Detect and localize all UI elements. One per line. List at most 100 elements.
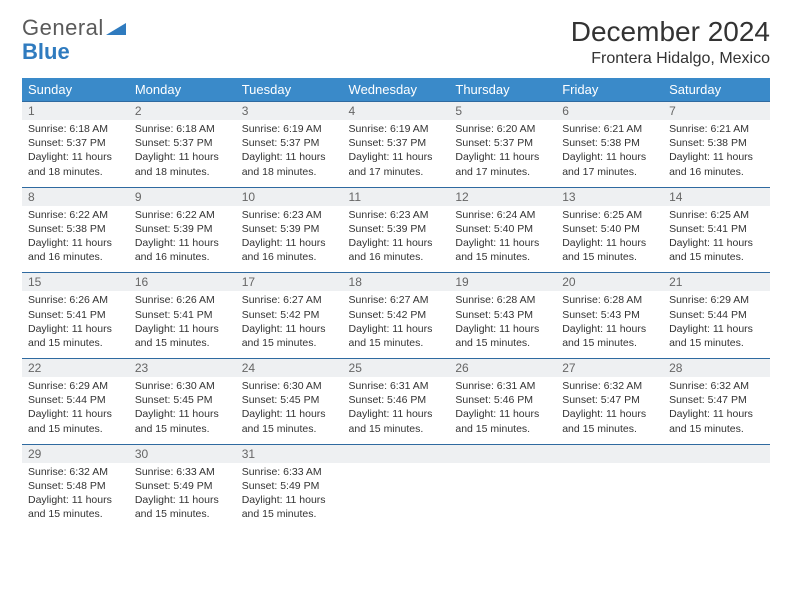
weekday-header: Friday [556,78,663,102]
day-number-cell: 10 [236,187,343,206]
sunrise-line: Sunrise: 6:24 AM [455,208,550,222]
sunset-line: Sunset: 5:40 PM [562,222,657,236]
day-number-cell: 5 [449,102,556,121]
daylight-line: Daylight: 11 hours and 16 minutes. [242,236,337,264]
daylight-line: Daylight: 11 hours and 15 minutes. [562,407,657,435]
day-number-cell: 22 [22,359,129,378]
daylight-line: Daylight: 11 hours and 15 minutes. [455,236,550,264]
day-detail-row: Sunrise: 6:29 AMSunset: 5:44 PMDaylight:… [22,377,770,444]
weekday-header: Monday [129,78,236,102]
day-number-cell [663,444,770,463]
sunrise-line: Sunrise: 6:32 AM [562,379,657,393]
day-detail-cell: Sunrise: 6:21 AMSunset: 5:38 PMDaylight:… [663,120,770,187]
sunrise-line: Sunrise: 6:33 AM [242,465,337,479]
day-number-cell: 25 [343,359,450,378]
day-number-cell: 7 [663,102,770,121]
day-number-row: 891011121314 [22,187,770,206]
daylight-line: Daylight: 11 hours and 15 minutes. [242,407,337,435]
sunset-line: Sunset: 5:40 PM [455,222,550,236]
day-number-cell: 27 [556,359,663,378]
sunrise-line: Sunrise: 6:18 AM [135,122,230,136]
location-text: Frontera Hidalgo, Mexico [571,50,770,68]
daylight-line: Daylight: 11 hours and 18 minutes. [135,150,230,178]
day-detail-row: Sunrise: 6:22 AMSunset: 5:38 PMDaylight:… [22,206,770,273]
day-detail-cell: Sunrise: 6:18 AMSunset: 5:37 PMDaylight:… [22,120,129,187]
weekday-header: Wednesday [343,78,450,102]
day-detail-cell: Sunrise: 6:29 AMSunset: 5:44 PMDaylight:… [663,291,770,358]
day-detail-cell: Sunrise: 6:25 AMSunset: 5:41 PMDaylight:… [663,206,770,273]
daylight-line: Daylight: 11 hours and 15 minutes. [28,322,123,350]
sunrise-line: Sunrise: 6:30 AM [135,379,230,393]
sunrise-line: Sunrise: 6:29 AM [669,293,764,307]
sunrise-line: Sunrise: 6:23 AM [242,208,337,222]
day-number-cell: 9 [129,187,236,206]
daylight-line: Daylight: 11 hours and 15 minutes. [455,322,550,350]
sunset-line: Sunset: 5:39 PM [349,222,444,236]
sunrise-line: Sunrise: 6:27 AM [242,293,337,307]
sunset-line: Sunset: 5:38 PM [669,136,764,150]
day-detail-cell: Sunrise: 6:32 AMSunset: 5:47 PMDaylight:… [663,377,770,444]
day-number-cell: 6 [556,102,663,121]
day-number-cell: 20 [556,273,663,292]
day-number-cell: 17 [236,273,343,292]
daylight-line: Daylight: 11 hours and 15 minutes. [669,322,764,350]
daylight-line: Daylight: 11 hours and 15 minutes. [349,322,444,350]
sunset-line: Sunset: 5:37 PM [242,136,337,150]
day-number-cell: 30 [129,444,236,463]
day-detail-cell: Sunrise: 6:23 AMSunset: 5:39 PMDaylight:… [343,206,450,273]
sunrise-line: Sunrise: 6:28 AM [455,293,550,307]
day-detail-cell: Sunrise: 6:25 AMSunset: 5:40 PMDaylight:… [556,206,663,273]
day-detail-cell: Sunrise: 6:22 AMSunset: 5:38 PMDaylight:… [22,206,129,273]
sunset-line: Sunset: 5:45 PM [242,393,337,407]
sunrise-line: Sunrise: 6:30 AM [242,379,337,393]
sunset-line: Sunset: 5:44 PM [669,308,764,322]
sunrise-line: Sunrise: 6:26 AM [28,293,123,307]
day-detail-cell: Sunrise: 6:28 AMSunset: 5:43 PMDaylight:… [556,291,663,358]
sunrise-line: Sunrise: 6:19 AM [242,122,337,136]
day-number-cell [343,444,450,463]
sunset-line: Sunset: 5:43 PM [455,308,550,322]
sunset-line: Sunset: 5:49 PM [135,479,230,493]
sunset-line: Sunset: 5:37 PM [28,136,123,150]
sunset-line: Sunset: 5:49 PM [242,479,337,493]
daylight-line: Daylight: 11 hours and 17 minutes. [349,150,444,178]
day-number-cell: 24 [236,359,343,378]
sunrise-line: Sunrise: 6:27 AM [349,293,444,307]
sunrise-line: Sunrise: 6:20 AM [455,122,550,136]
day-detail-cell: Sunrise: 6:30 AMSunset: 5:45 PMDaylight:… [236,377,343,444]
brand-text: General Blue [22,16,126,64]
day-number-cell: 8 [22,187,129,206]
day-detail-cell: Sunrise: 6:20 AMSunset: 5:37 PMDaylight:… [449,120,556,187]
weekday-header: Saturday [663,78,770,102]
sunset-line: Sunset: 5:48 PM [28,479,123,493]
daylight-line: Daylight: 11 hours and 16 minutes. [135,236,230,264]
day-number-cell: 13 [556,187,663,206]
sunset-line: Sunset: 5:38 PM [562,136,657,150]
day-number-cell: 18 [343,273,450,292]
day-detail-cell: Sunrise: 6:27 AMSunset: 5:42 PMDaylight:… [343,291,450,358]
sunset-line: Sunset: 5:46 PM [455,393,550,407]
sunset-line: Sunset: 5:44 PM [28,393,123,407]
sunrise-line: Sunrise: 6:26 AM [135,293,230,307]
calendar-table: Sunday Monday Tuesday Wednesday Thursday… [22,78,770,529]
day-detail-cell: Sunrise: 6:21 AMSunset: 5:38 PMDaylight:… [556,120,663,187]
sunrise-line: Sunrise: 6:28 AM [562,293,657,307]
day-number-cell: 28 [663,359,770,378]
day-number-cell [556,444,663,463]
daylight-line: Daylight: 11 hours and 16 minutes. [669,150,764,178]
daylight-line: Daylight: 11 hours and 15 minutes. [669,236,764,264]
daylight-line: Daylight: 11 hours and 15 minutes. [562,236,657,264]
sunrise-line: Sunrise: 6:19 AM [349,122,444,136]
day-number-cell [449,444,556,463]
title-block: December 2024 Frontera Hidalgo, Mexico [571,16,770,68]
daylight-line: Daylight: 11 hours and 15 minutes. [349,407,444,435]
day-number-cell: 21 [663,273,770,292]
day-detail-cell: Sunrise: 6:26 AMSunset: 5:41 PMDaylight:… [129,291,236,358]
daylight-line: Daylight: 11 hours and 17 minutes. [562,150,657,178]
day-detail-cell: Sunrise: 6:31 AMSunset: 5:46 PMDaylight:… [343,377,450,444]
brand-logo: General Blue [22,16,126,64]
day-number-cell: 1 [22,102,129,121]
sunrise-line: Sunrise: 6:33 AM [135,465,230,479]
day-number-row: 22232425262728 [22,359,770,378]
brand-name-a: General [22,15,104,40]
